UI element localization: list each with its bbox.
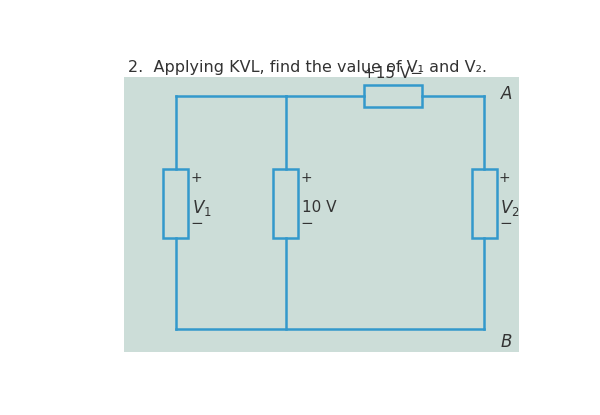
Bar — [274, 169, 298, 239]
Text: $\mathit{A}$: $\mathit{A}$ — [500, 85, 514, 103]
Text: $\mathit{V_2}$: $\mathit{V_2}$ — [500, 198, 520, 217]
Text: +15 V−: +15 V− — [363, 66, 423, 81]
Bar — [364, 85, 422, 107]
Text: −: − — [190, 216, 203, 231]
Text: 10 V: 10 V — [302, 200, 337, 215]
Bar — [124, 77, 519, 352]
Text: +: + — [499, 171, 511, 185]
Text: 2.  Applying KVL, find the value of V₁ and V₂.: 2. Applying KVL, find the value of V₁ an… — [128, 60, 487, 75]
Bar — [472, 169, 497, 239]
Text: −: − — [499, 216, 512, 231]
Text: $\mathit{B}$: $\mathit{B}$ — [500, 333, 513, 351]
Text: $\mathit{V_1}$: $\mathit{V_1}$ — [192, 198, 212, 217]
Text: +: + — [190, 171, 202, 185]
Text: −: − — [301, 216, 313, 231]
Bar — [163, 169, 188, 239]
Text: +: + — [301, 171, 312, 185]
